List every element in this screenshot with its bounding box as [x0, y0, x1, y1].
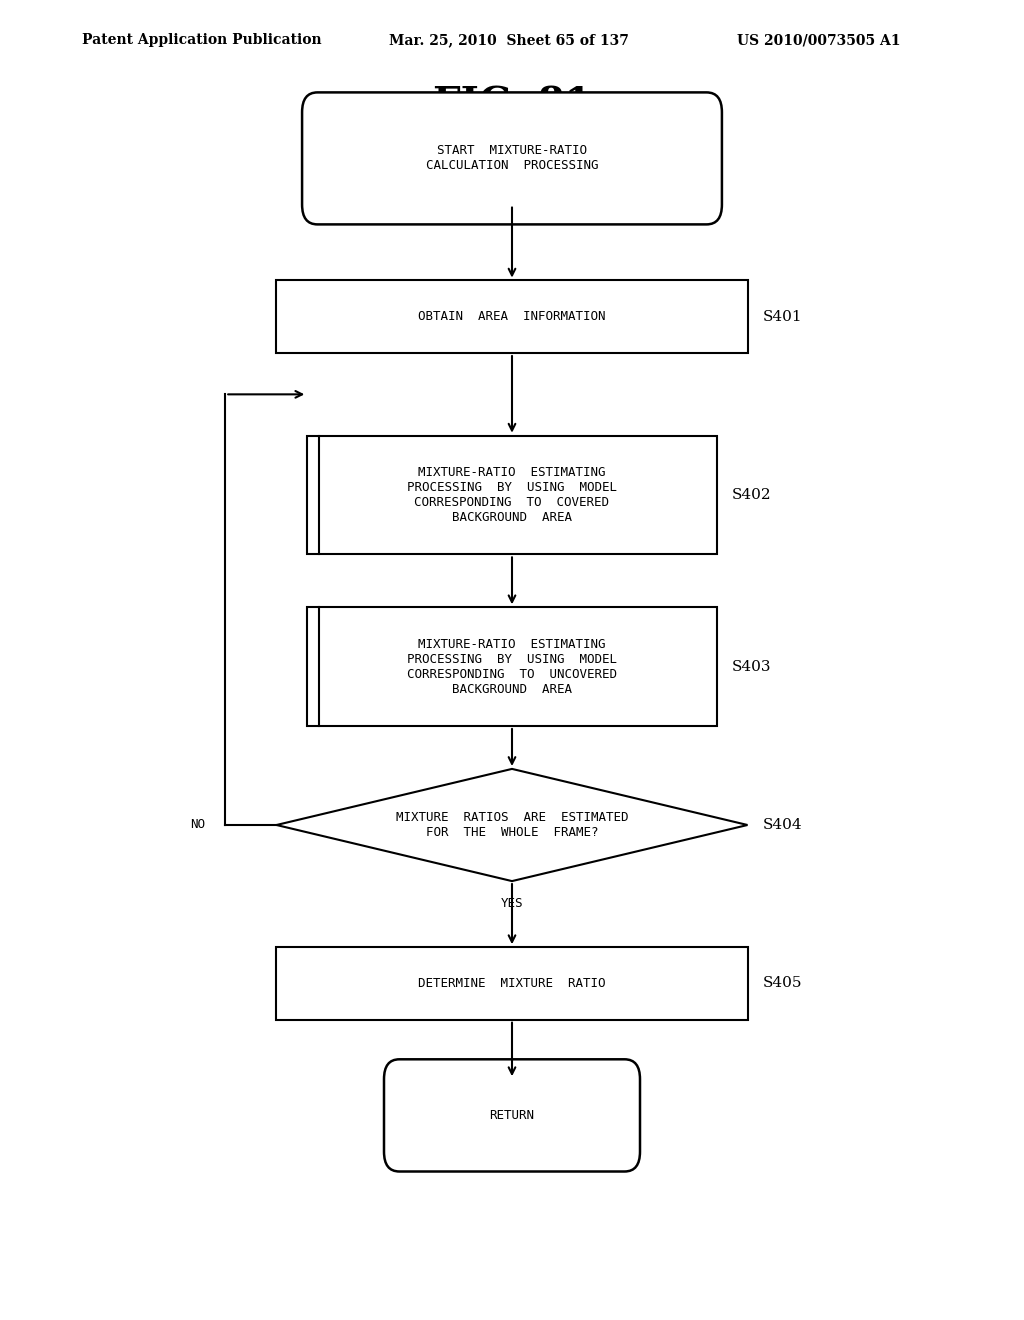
Text: NO: NO	[189, 818, 205, 832]
Text: S403: S403	[732, 660, 772, 673]
Text: MIXTURE  RATIOS  ARE  ESTIMATED
FOR  THE  WHOLE  FRAME?: MIXTURE RATIOS ARE ESTIMATED FOR THE WHO…	[395, 810, 629, 840]
Text: Patent Application Publication: Patent Application Publication	[82, 33, 322, 48]
Text: MIXTURE-RATIO  ESTIMATING
PROCESSING  BY  USING  MODEL
CORRESPONDING  TO  COVERE: MIXTURE-RATIO ESTIMATING PROCESSING BY U…	[407, 466, 617, 524]
Text: DETERMINE  MIXTURE  RATIO: DETERMINE MIXTURE RATIO	[418, 977, 606, 990]
Bar	[276, 280, 748, 352]
Bar	[276, 948, 748, 1019]
Text: S404: S404	[763, 818, 803, 832]
Bar	[307, 436, 717, 554]
Text: RETURN: RETURN	[489, 1109, 535, 1122]
FancyBboxPatch shape	[302, 92, 722, 224]
Text: S402: S402	[732, 488, 772, 502]
Polygon shape	[276, 768, 748, 882]
Text: OBTAIN  AREA  INFORMATION: OBTAIN AREA INFORMATION	[418, 310, 606, 323]
Text: MIXTURE-RATIO  ESTIMATING
PROCESSING  BY  USING  MODEL
CORRESPONDING  TO  UNCOVE: MIXTURE-RATIO ESTIMATING PROCESSING BY U…	[407, 638, 617, 696]
Text: S405: S405	[763, 977, 803, 990]
Text: Mar. 25, 2010  Sheet 65 of 137: Mar. 25, 2010 Sheet 65 of 137	[389, 33, 629, 48]
FancyBboxPatch shape	[384, 1059, 640, 1172]
Text: START  MIXTURE-RATIO
CALCULATION  PROCESSING: START MIXTURE-RATIO CALCULATION PROCESSI…	[426, 144, 598, 173]
Text: YES: YES	[501, 898, 523, 909]
Text: S401: S401	[763, 310, 803, 323]
Bar	[307, 607, 717, 726]
Text: FIG. 81: FIG. 81	[432, 86, 592, 124]
Text: US 2010/0073505 A1: US 2010/0073505 A1	[737, 33, 901, 48]
